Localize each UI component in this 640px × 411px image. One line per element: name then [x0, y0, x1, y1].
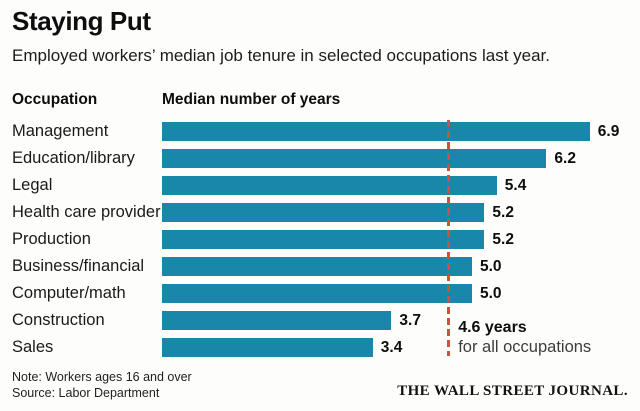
reference-line-value: 4.6 years [458, 319, 527, 336]
occupation-column-header: Occupation [12, 91, 98, 108]
value-label: 5.4 [504, 176, 527, 194]
bar-row: Production 5.2 [12, 226, 628, 253]
chart-footer: Note: Workers ages 16 and over Source: L… [12, 370, 628, 401]
value-label: 5.2 [492, 203, 514, 221]
source-text: Source: Labor Department [12, 385, 160, 400]
bar-row: Sales 3.4 [12, 334, 628, 361]
occupation-label: Computer/math [12, 284, 126, 302]
column-headers: Occupation Median number of years [12, 91, 628, 109]
occupation-label: Sales [12, 338, 54, 356]
value-label: 3.7 [399, 311, 421, 329]
occupation-label: Management [12, 122, 109, 140]
bar [162, 122, 590, 141]
wsj-logo: THE WALL STREET JOURNAL. [397, 383, 628, 399]
bar [162, 230, 485, 249]
bar [162, 311, 392, 330]
occupation-label: Production [12, 230, 91, 248]
bar [162, 257, 472, 276]
bar [162, 149, 547, 168]
footnotes: Note: Workers ages 16 and over Source: L… [12, 370, 192, 401]
bar-row: Education/library 6.2 [12, 145, 628, 172]
reference-line [447, 120, 451, 356]
bar-row: Management 6.9 [12, 118, 628, 145]
bar-row: Construction 3.7 [12, 307, 628, 334]
chart-title: Staying Put [12, 6, 151, 36]
chart-subtitle: Employed workers’ median job tenure in s… [12, 46, 550, 65]
bar [162, 203, 485, 222]
bar [162, 284, 472, 303]
bar-row: Health care provider 5.2 [12, 199, 628, 226]
value-label: 6.9 [597, 122, 620, 140]
occupation-label: Construction [12, 311, 105, 329]
bar-chart: Management 6.9 Education/library 6.2 Legal 5.… [12, 118, 628, 361]
bar [162, 176, 497, 195]
reference-line-caption: for all occupations [458, 338, 592, 356]
value-label: 6.2 [554, 149, 576, 167]
bar-row: Business/financial 5.0 [12, 253, 628, 280]
value-label: 5.0 [480, 257, 502, 275]
value-label: 5.0 [480, 284, 502, 302]
value-column-header: Median number of years [162, 91, 341, 108]
note-text: Note: Workers ages 16 and over [12, 370, 192, 384]
occupation-label: Health care provider [12, 203, 161, 221]
occupation-label: Legal [12, 176, 53, 194]
value-label: 3.4 [380, 338, 403, 356]
occupation-label: Business/financial [12, 257, 145, 275]
occupation-label: Education/library [12, 149, 135, 167]
bar-row: Computer/math 5.0 [12, 280, 628, 307]
bar [162, 338, 373, 357]
value-label: 5.2 [492, 230, 514, 248]
bar-row: Legal 5.4 [12, 172, 628, 199]
reference-line-annotation: 4.6 years for all occupations [458, 318, 591, 357]
